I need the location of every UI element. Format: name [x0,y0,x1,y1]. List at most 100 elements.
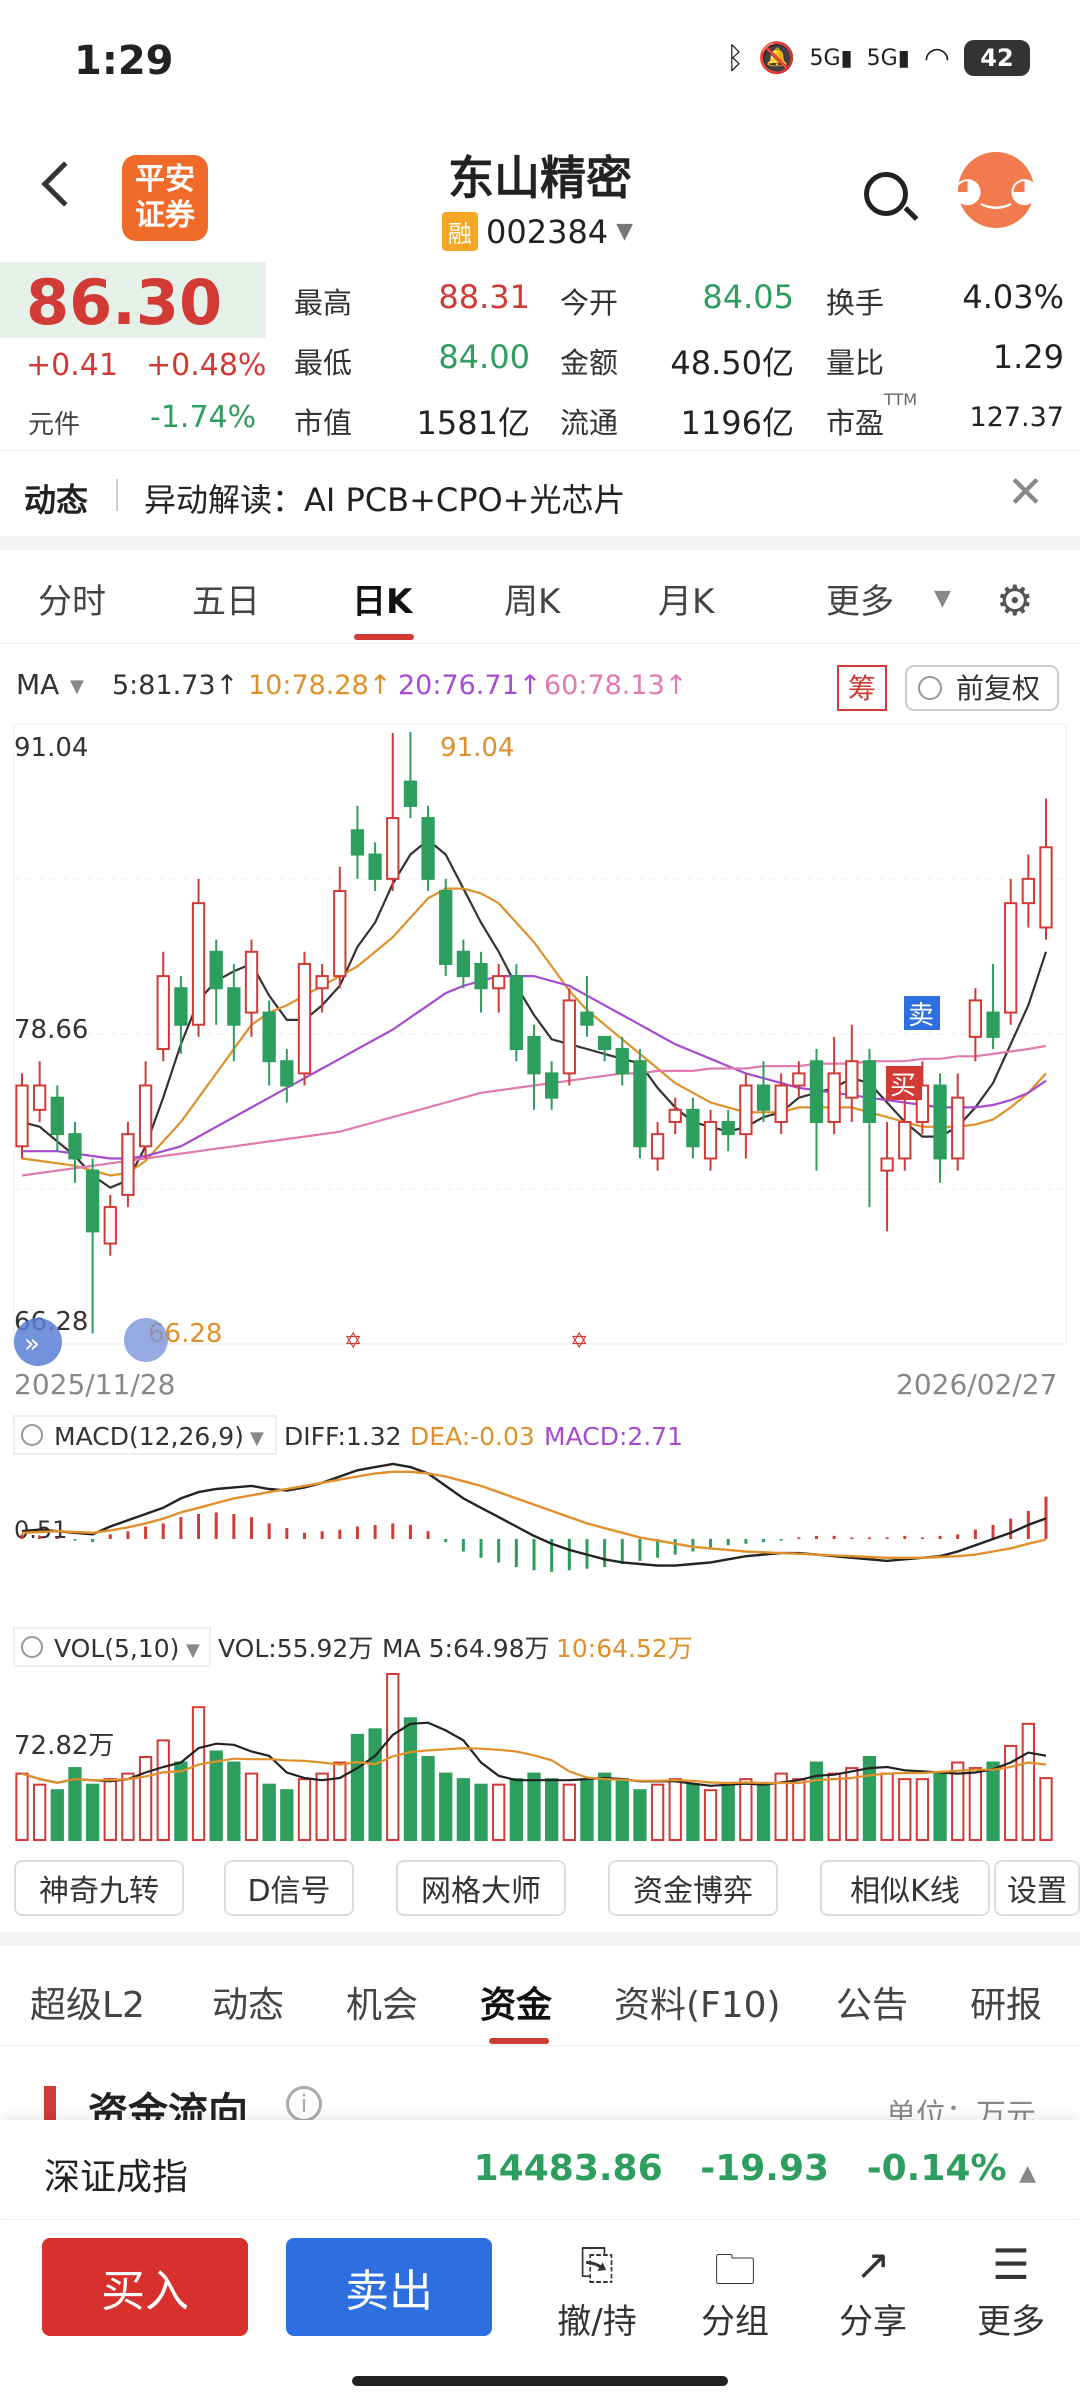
volume-bar [898,1778,912,1841]
chevron-down-icon: ▼ [250,1428,264,1449]
info-icon [21,1636,43,1658]
search-icon[interactable] [864,172,908,216]
section-gap [0,536,1080,550]
candle-body [244,950,259,1014]
tab-funds[interactable]: 资金 [480,1985,553,2026]
volume-bar [597,1772,612,1841]
tab-daily-k[interactable]: 日K [352,582,413,622]
candle-body [545,1072,559,1099]
battery-icon: 42 [964,40,1030,76]
volume-bar [174,1761,188,1841]
group-label: 分组 [701,2302,769,2342]
candle-body [898,1120,912,1160]
withdraw-button[interactable]: ⎘ 撤/持 [542,2240,652,2343]
info-icon[interactable]: i [286,2086,322,2120]
wifi-icon: ◠ [923,40,950,76]
volume-bar [545,1778,559,1841]
kline-chart: MA ▼ 5:81.73↑ 10:78.28↑ 20:76.71↑ 60:78.… [13,665,1067,1842]
turnover-label: 换手 [826,286,885,320]
rotate-icon[interactable] [124,1318,168,1362]
chart-annotations: 91.04 66.28 » ✡ ✡ 卖 买 2025/11/28 2026/02… [14,733,1057,1401]
alert-bar[interactable]: 动态 异动解读：AI PCB+CPO+光芯片 ✕ [0,450,1080,536]
y-label-top: 91.04 [14,733,88,763]
close-icon[interactable]: ✕ [1007,467,1044,518]
volume-bar [562,1783,576,1841]
index-ticker[interactable]: 深证成指 14483.86 -19.93 -0.14% ▲ [0,2120,1080,2220]
event-marker-icon[interactable]: ✡ [344,1329,362,1354]
max-price-marker: 91.04 [440,733,514,763]
candle-body [474,962,488,990]
tool-buttons: 神奇九转 D信号 网格大师 资金博弈 相似K线 设置 [0,1860,1080,1920]
broker-logo: 平安 证券 [122,155,208,241]
tab-news[interactable]: 动态 [212,1985,285,2026]
candle-body [703,1120,718,1160]
tab-weekly-k[interactable]: 周K [504,582,561,622]
volume-bar [85,1783,100,1841]
volume-bar [845,1767,859,1841]
home-indicator[interactable] [352,2376,728,2386]
volume-bar [244,1772,259,1841]
share-button[interactable]: ↗ 分享 [818,2240,928,2343]
chevron-down-icon[interactable]: ▼ [70,676,84,697]
group-button[interactable]: 🗀 分组 [680,2240,790,2343]
kline-chart-area[interactable]: MA ▼ 5:81.73↑ 10:78.28↑ 20:76.71↑ 60:78.… [0,644,1080,1854]
expand-icon[interactable] [14,1318,62,1366]
tab-research[interactable]: 研报 [970,1985,1043,2026]
signal-5g-icon: 5G▮ [809,45,853,71]
status-bar: 1:29 ᛒ 🔕 5G▮ 5G▮ ◠ 42 [0,0,1080,130]
tab-monthly-k[interactable]: 月K [658,582,715,622]
tab-opportunity[interactable]: 机会 [346,1985,419,2026]
candle-body [580,1011,594,1026]
assistant-avatar[interactable]: ◕‿◕ [953,152,1039,228]
volume-bar [615,1778,629,1841]
volume-bar [774,1772,788,1841]
macd-selector[interactable] [13,1415,277,1455]
tab-five-day[interactable]: 五日 [192,582,260,622]
current-price: 86.30 [26,266,223,339]
sell-button[interactable]: 卖出 [286,2238,492,2336]
stock-code-switcher[interactable]: 融 002384 ▼ [442,212,633,251]
tab-f10[interactable]: 资料(F10) [614,1985,781,2026]
tab-more[interactable]: 更多 [826,582,894,622]
ma-label[interactable]: MA [16,668,59,701]
candle-body [421,817,435,880]
adjust-button[interactable] [905,665,1059,711]
index-name: 深证成指 [44,2157,189,2198]
d-signal-button[interactable]: D信号 [224,1860,354,1916]
chip-distribution-button[interactable] [837,665,887,711]
similar-kline-button[interactable]: 相似K线 [820,1860,990,1916]
volume-bar [1021,1722,1035,1842]
gear-icon[interactable]: ⚙ [996,576,1034,625]
vol-title: VOL(5,10) [54,1634,179,1663]
buy-signal-marker[interactable] [886,1066,922,1100]
tab-intraday[interactable]: 分时 [38,582,106,622]
vol-selector[interactable] [13,1627,211,1667]
candle-body [262,1011,276,1063]
buy-button[interactable]: 买入 [42,2238,248,2336]
float-cap-label: 流通 [560,406,619,440]
event-marker-icon[interactable]: ✡ [570,1329,588,1354]
sell-signal-text: 卖 [908,1001,934,1031]
volume-bar [209,1750,223,1842]
volume-bar [633,1789,647,1841]
alert-divider [116,479,118,511]
sell-signal-marker[interactable] [904,996,940,1030]
candle-body [15,1084,29,1148]
grid-master-button[interactable]: 网格大师 [396,1860,566,1916]
settings-button[interactable]: 设置 [994,1860,1080,1916]
tab-super-l2[interactable]: 超级L2 [30,1985,145,2026]
tab-announcements[interactable]: 公告 [836,1985,909,2026]
price-panel: 91.04 78.66 66.28 [13,723,1067,1345]
low-value: 84.00 [438,338,530,376]
fund-game-button[interactable]: 资金博弈 [608,1860,778,1916]
candle-body [951,1096,965,1160]
more-button[interactable]: ☰ 更多 [956,2240,1066,2343]
ma10-legend: 10:78.28↑ [248,670,391,701]
volume-bar [121,1772,135,1841]
margin-badge: 融 [442,212,478,251]
volume-bar [827,1772,841,1841]
active-tab-indicator [489,2038,549,2044]
index-pct: -0.14% [866,2148,1007,2189]
vol-value: VOL:55.92万 [218,1634,373,1663]
magic-nine-button[interactable]: 神奇九转 [14,1860,184,1916]
